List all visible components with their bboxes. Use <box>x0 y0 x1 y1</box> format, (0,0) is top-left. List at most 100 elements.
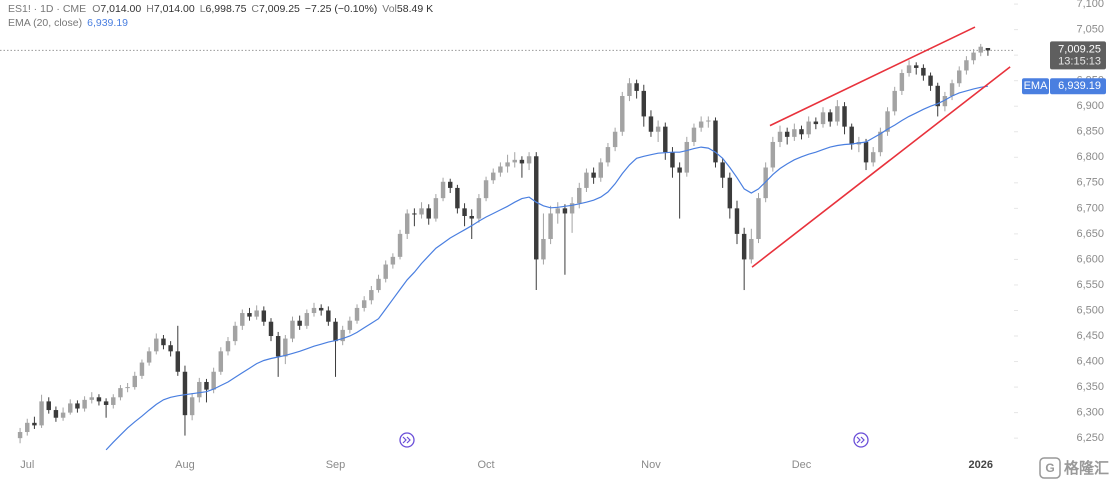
candle-body <box>297 320 302 326</box>
change: −7.25 (−0.10%) <box>305 3 377 15</box>
candle-body <box>555 208 560 214</box>
candle-body <box>146 351 152 363</box>
candle-body <box>225 341 231 352</box>
candle-body <box>591 172 596 178</box>
candle-body <box>964 60 969 71</box>
candle-body <box>899 73 905 91</box>
candle-body <box>763 167 768 199</box>
candle-body <box>978 46 983 53</box>
y-tick-label: 6,550 <box>1076 279 1104 291</box>
candle-body <box>784 131 790 137</box>
candle-body <box>648 116 654 132</box>
candle-body <box>698 121 704 128</box>
y-tick-label: 6,700 <box>1076 202 1104 214</box>
candle-body <box>577 187 582 204</box>
y-tick-label: 7,050 <box>1076 24 1104 36</box>
candle-body <box>526 156 532 164</box>
candle-body <box>806 121 811 135</box>
candle-body <box>928 75 933 86</box>
candle-body <box>835 106 840 122</box>
x-tick-label: Sep <box>326 459 346 471</box>
y-tick-label: 6,400 <box>1076 355 1104 367</box>
candle-body <box>154 338 159 352</box>
candle-body <box>505 162 510 167</box>
candle-body <box>483 180 489 199</box>
candle-body <box>383 264 388 279</box>
trend-line <box>769 26 976 127</box>
candle-body <box>426 208 431 219</box>
y-tick-label: 6,650 <box>1076 228 1104 240</box>
candle-body <box>397 233 403 257</box>
candle-body <box>756 198 761 239</box>
candle-body <box>39 401 44 426</box>
candle-body <box>68 403 73 413</box>
candle-body <box>53 410 59 418</box>
close-label: C <box>251 3 259 15</box>
svg-text:G: G <box>1045 461 1054 475</box>
indicator-legend: EMA (20, close) 6,939.19 <box>8 17 128 29</box>
y-tick-label: 6,450 <box>1076 330 1104 342</box>
candle-body <box>111 397 116 405</box>
candle-body <box>333 321 338 342</box>
candle-body <box>971 52 976 61</box>
low-label: L <box>200 3 206 15</box>
high-label: H <box>146 3 154 15</box>
y-tick-label: 7,100 <box>1076 0 1104 10</box>
last-price-label: 7,009.25 <box>1058 43 1101 55</box>
candle-body <box>89 397 94 400</box>
candle-body <box>369 290 374 301</box>
candle-body <box>713 120 718 163</box>
candle-body <box>347 320 353 330</box>
candle-body <box>491 172 496 181</box>
candle-body <box>663 126 668 153</box>
candle-body <box>677 167 682 173</box>
candle-body <box>304 313 310 326</box>
event-icon[interactable] <box>853 432 869 448</box>
candle-body <box>96 397 102 402</box>
candle-body <box>655 126 661 132</box>
event-icon[interactable] <box>399 432 415 448</box>
y-tick-label: 6,600 <box>1076 253 1104 265</box>
candle-body <box>175 351 181 372</box>
x-tick-label: Aug <box>175 459 195 471</box>
candle-body <box>46 401 51 411</box>
ema-tag: EMA 6,939.19 <box>1022 78 1106 95</box>
x-tick-label: Jul <box>20 459 34 471</box>
candle-body <box>863 141 869 163</box>
candle-body <box>720 162 725 178</box>
candle-body <box>921 67 926 76</box>
trend-line <box>751 66 1011 268</box>
candle-body <box>512 159 517 163</box>
open-label: O <box>92 3 100 15</box>
candle-body <box>390 256 396 265</box>
candle-body <box>340 329 345 342</box>
candle-body <box>476 198 482 219</box>
candle-body <box>827 112 833 122</box>
candle-body <box>182 371 188 416</box>
candle-body <box>849 126 854 145</box>
candle-body <box>770 141 776 168</box>
candle-body <box>684 141 690 173</box>
x-tick-label: Dec <box>792 459 812 471</box>
candle-body <box>569 203 575 214</box>
close-value: 7,009.25 <box>259 3 300 15</box>
ema-tag-box <box>1022 78 1049 95</box>
open-value: 7,014.00 <box>100 3 141 15</box>
candle-body <box>935 85 940 107</box>
candle-body <box>118 388 123 398</box>
candle-body <box>548 213 553 239</box>
candle-body <box>957 70 962 84</box>
candle-body <box>634 83 639 91</box>
candle-body <box>670 152 675 168</box>
candle-body <box>433 198 439 219</box>
y-tick-label: 6,850 <box>1076 126 1104 138</box>
candle-body <box>254 310 259 317</box>
candle-body <box>612 131 618 148</box>
candle-body <box>455 187 460 209</box>
candle-body <box>620 96 625 132</box>
candle-body <box>204 381 209 390</box>
last-price-box <box>1050 41 1106 70</box>
candle-body <box>32 422 37 426</box>
